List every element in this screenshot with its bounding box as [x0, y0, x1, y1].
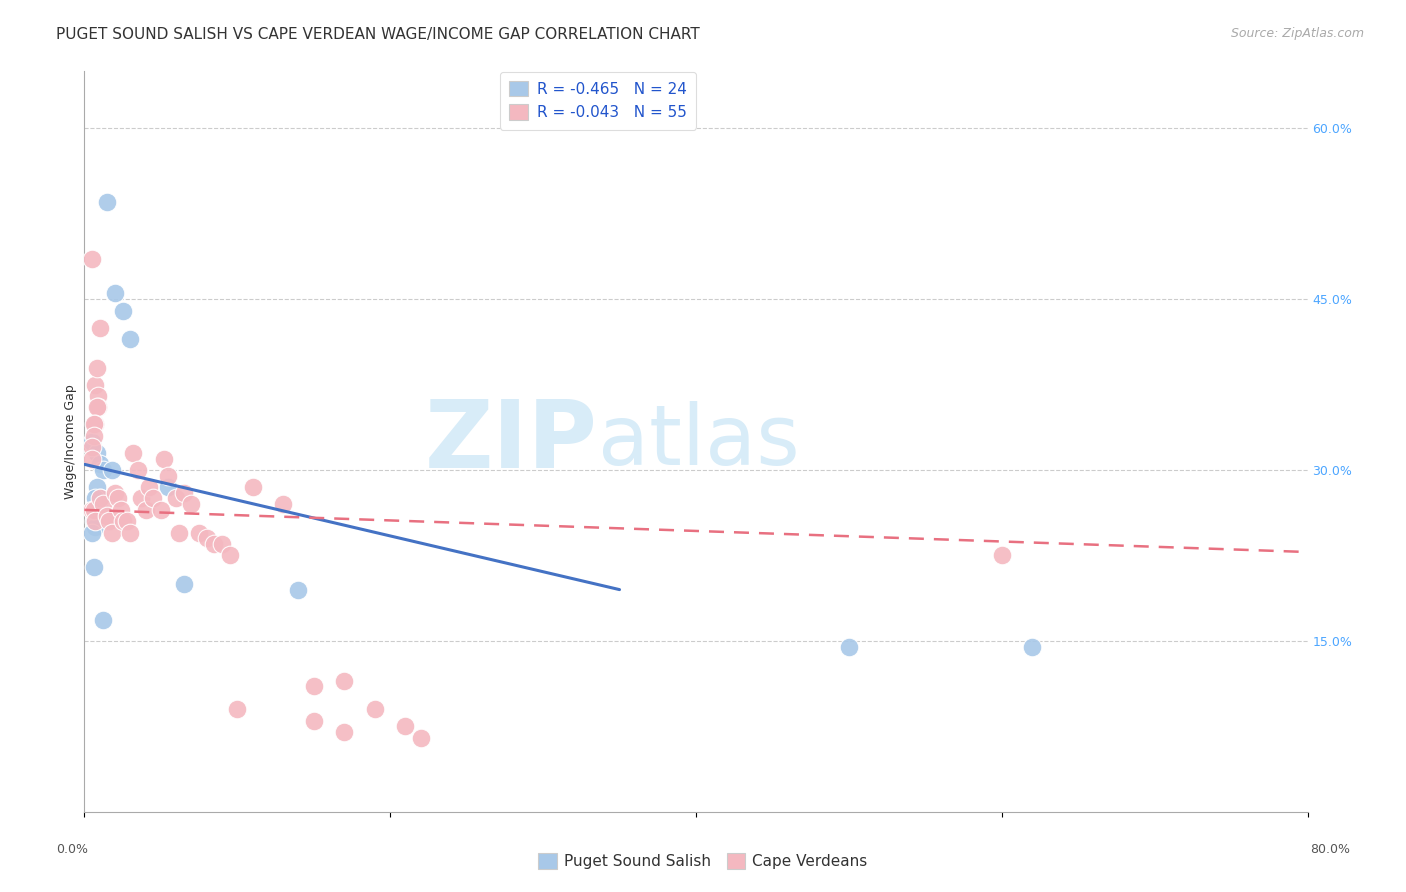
Text: Source: ZipAtlas.com: Source: ZipAtlas.com [1230, 27, 1364, 40]
Point [135, 503, 157, 517]
Point [120, 525, 142, 540]
Point [84, 377, 107, 392]
Point [86, 508, 108, 523]
Point [86, 480, 108, 494]
Point [91, 497, 114, 511]
Point [83, 514, 105, 528]
Point [91, 463, 114, 477]
Point [195, 532, 218, 546]
Point [157, 480, 180, 494]
Point [173, 577, 195, 591]
Point [89, 491, 111, 506]
Point [129, 491, 152, 506]
Point [165, 491, 187, 506]
Point [80, 434, 103, 449]
Point [188, 525, 211, 540]
Point [80, 525, 103, 540]
Text: atlas: atlas [598, 401, 800, 482]
Point [153, 451, 176, 466]
Point [89, 503, 111, 517]
Legend: R = -0.465   N = 24, R = -0.043   N = 55: R = -0.465 N = 24, R = -0.043 N = 55 [501, 71, 696, 129]
Point [101, 463, 124, 477]
Point [242, 480, 264, 494]
Point [87, 389, 110, 403]
Text: PUGET SOUND SALISH VS CAPE VERDEAN WAGE/INCOME GAP CORRELATION CHART: PUGET SOUND SALISH VS CAPE VERDEAN WAGE/… [56, 27, 700, 42]
Point [101, 525, 124, 540]
Point [80, 252, 103, 267]
Point [86, 401, 108, 415]
Point [1021, 640, 1043, 654]
Point [80, 451, 103, 466]
Point [89, 458, 111, 472]
Point [84, 491, 107, 506]
Point [84, 514, 107, 528]
Point [80, 440, 103, 454]
Text: ZIP: ZIP [425, 395, 598, 488]
Point [89, 320, 111, 334]
Point [111, 514, 134, 528]
Point [838, 640, 860, 654]
Point [173, 485, 195, 500]
Point [202, 537, 225, 551]
Point [83, 559, 105, 574]
Point [364, 702, 387, 716]
Point [122, 446, 145, 460]
Point [84, 417, 107, 432]
Point [120, 332, 142, 346]
Point [104, 485, 127, 500]
Point [394, 719, 416, 733]
Point [333, 673, 356, 688]
Point [287, 582, 309, 597]
Point [138, 480, 160, 494]
Point [86, 360, 108, 375]
Y-axis label: Wage/Income Gap: Wage/Income Gap [65, 384, 77, 499]
Point [110, 503, 132, 517]
Point [80, 503, 103, 517]
Text: 80.0%: 80.0% [1310, 843, 1350, 856]
Point [409, 731, 432, 745]
Point [302, 714, 325, 728]
Point [226, 702, 249, 716]
Point [991, 549, 1014, 563]
Text: 0.0%: 0.0% [56, 843, 89, 856]
Point [97, 514, 120, 528]
Point [83, 417, 105, 432]
Point [271, 497, 294, 511]
Point [86, 446, 108, 460]
Point [96, 195, 118, 210]
Point [111, 303, 134, 318]
Point [142, 491, 165, 506]
Point [91, 613, 114, 627]
Point [211, 537, 233, 551]
Point [83, 503, 105, 517]
Point [127, 463, 149, 477]
Point [87, 401, 110, 415]
Point [167, 525, 190, 540]
Point [104, 286, 127, 301]
Point [180, 497, 202, 511]
Legend: Puget Sound Salish, Cape Verdeans: Puget Sound Salish, Cape Verdeans [531, 847, 875, 875]
Point [218, 549, 240, 563]
Point [89, 491, 111, 506]
Point [302, 680, 325, 694]
Point [333, 725, 356, 739]
Point [107, 491, 129, 506]
Point [115, 514, 138, 528]
Point [83, 429, 105, 443]
Point [149, 503, 172, 517]
Point [84, 520, 107, 534]
Point [96, 508, 118, 523]
Point [157, 468, 180, 483]
